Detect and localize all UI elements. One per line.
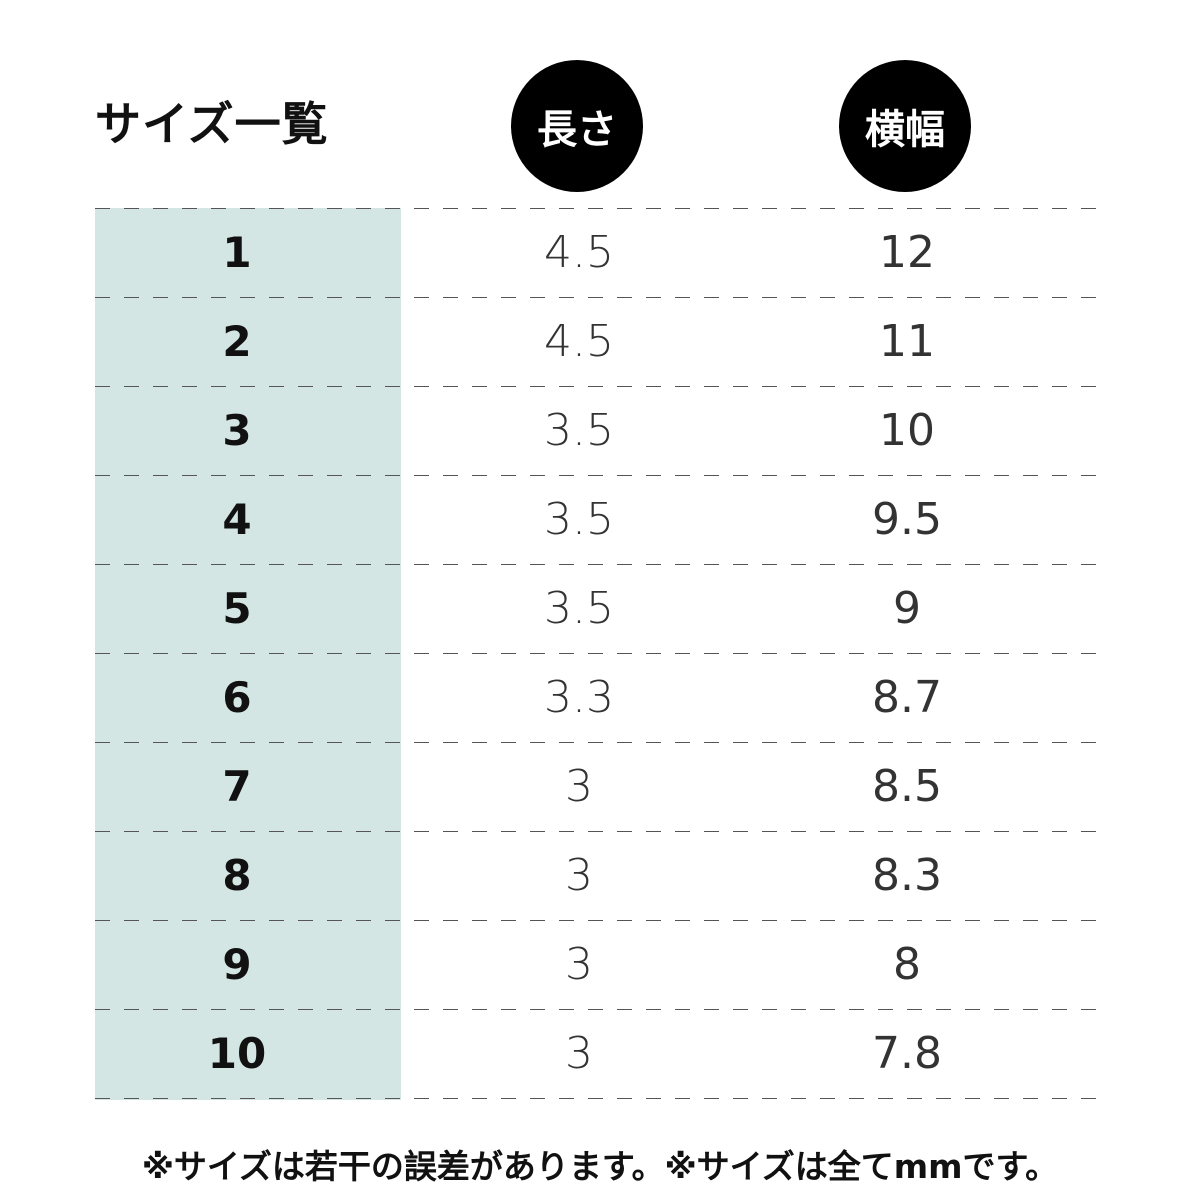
length-cell: 3.5 bbox=[544, 405, 614, 456]
width-cell: 12 bbox=[879, 227, 935, 278]
length-cell: 3.5 bbox=[544, 583, 614, 634]
table-row: 3 3.5 10 bbox=[95, 385, 1105, 475]
row-divider bbox=[95, 830, 1105, 832]
size-cell: 2 bbox=[222, 317, 252, 366]
width-cell: 9 bbox=[893, 583, 921, 634]
width-cell: 9.5 bbox=[872, 494, 942, 545]
size-cell: 10 bbox=[207, 1029, 267, 1078]
width-cell: 11 bbox=[879, 316, 935, 367]
row-divider bbox=[95, 1008, 1105, 1010]
header-width: 横幅 bbox=[839, 60, 971, 192]
width-cell: 8.5 bbox=[872, 761, 942, 812]
row-divider bbox=[95, 1098, 1105, 1099]
table-row: 4 3.5 9.5 bbox=[95, 474, 1105, 564]
size-table: 1 4.5 12 2 4.5 11 3 3.5 10 4 3.5 9.5 5 3.5 9 6 3.3 8.7 7 3 8… bbox=[95, 207, 1105, 1099]
width-cell: 7.8 bbox=[872, 1028, 942, 1079]
table-row: 8 3 8.3 bbox=[95, 830, 1105, 920]
table-row: 7 3 8.5 bbox=[95, 741, 1105, 831]
table-row: 9 3 8 bbox=[95, 919, 1105, 1009]
length-cell: 4.5 bbox=[544, 227, 614, 278]
row-divider bbox=[95, 741, 1105, 743]
table-row: 1 4.5 12 bbox=[95, 207, 1105, 297]
length-cell: 3 bbox=[565, 939, 593, 990]
length-cell: 3.3 bbox=[544, 672, 614, 723]
row-divider bbox=[95, 385, 1105, 387]
size-cell: 6 bbox=[222, 673, 252, 722]
row-divider bbox=[95, 296, 1105, 298]
width-cell: 8 bbox=[893, 939, 921, 990]
row-divider bbox=[95, 919, 1105, 921]
length-cell: 3 bbox=[565, 850, 593, 901]
width-cell: 10 bbox=[879, 405, 935, 456]
row-divider bbox=[95, 652, 1105, 654]
size-cell: 8 bbox=[222, 851, 252, 900]
row-divider bbox=[95, 207, 1105, 209]
table-row: 10 3 7.8 bbox=[95, 1008, 1105, 1098]
header-length: 長さ bbox=[511, 60, 643, 192]
table-row: 6 3.3 8.7 bbox=[95, 652, 1105, 742]
table-row: 2 4.5 11 bbox=[95, 296, 1105, 386]
footnote: ※サイズは若干の誤差があります。※サイズは全てmmです。 bbox=[141, 1147, 1059, 1186]
length-cell: 4.5 bbox=[544, 316, 614, 367]
size-cell: 1 bbox=[222, 228, 252, 277]
size-cell: 3 bbox=[222, 406, 252, 455]
row-divider bbox=[95, 563, 1105, 565]
length-cell: 3 bbox=[565, 761, 593, 812]
size-cell: 5 bbox=[222, 584, 252, 633]
size-cell: 7 bbox=[222, 762, 252, 811]
size-cell: 9 bbox=[222, 940, 252, 989]
page-title: サイズ一覧 bbox=[95, 97, 329, 151]
width-cell: 8.7 bbox=[872, 672, 942, 723]
size-column-background bbox=[95, 208, 401, 1100]
width-cell: 8.3 bbox=[872, 850, 942, 901]
size-cell: 4 bbox=[222, 495, 252, 544]
row-divider bbox=[95, 474, 1105, 476]
length-cell: 3 bbox=[565, 1028, 593, 1079]
table-row: 5 3.5 9 bbox=[95, 563, 1105, 653]
length-cell: 3.5 bbox=[544, 494, 614, 545]
